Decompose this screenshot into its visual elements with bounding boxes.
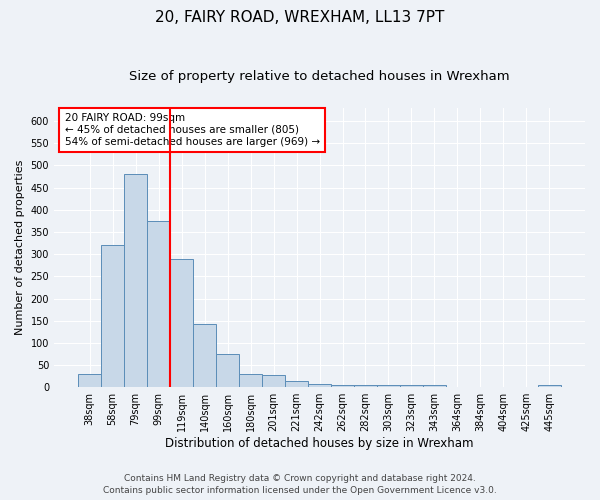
Y-axis label: Number of detached properties: Number of detached properties — [15, 160, 25, 335]
Bar — [124, 174, 147, 387]
Text: 20 FAIRY ROAD: 99sqm
← 45% of detached houses are smaller (805)
54% of semi-deta: 20 FAIRY ROAD: 99sqm ← 45% of detached h… — [65, 114, 320, 146]
Bar — [101, 246, 124, 387]
Bar — [377, 385, 400, 387]
Text: 20, FAIRY ROAD, WREXHAM, LL13 7PT: 20, FAIRY ROAD, WREXHAM, LL13 7PT — [155, 10, 445, 25]
Bar — [78, 374, 101, 387]
Bar — [354, 385, 377, 387]
X-axis label: Distribution of detached houses by size in Wrexham: Distribution of detached houses by size … — [165, 437, 474, 450]
Bar — [147, 221, 170, 387]
Bar — [423, 385, 446, 387]
Bar — [239, 374, 262, 387]
Bar — [216, 354, 239, 387]
Bar — [331, 385, 354, 387]
Bar — [400, 385, 423, 387]
Bar — [193, 324, 216, 387]
Bar — [170, 260, 193, 387]
Bar — [262, 375, 285, 387]
Bar — [538, 385, 561, 387]
Text: Contains HM Land Registry data © Crown copyright and database right 2024.
Contai: Contains HM Land Registry data © Crown c… — [103, 474, 497, 495]
Title: Size of property relative to detached houses in Wrexham: Size of property relative to detached ho… — [129, 70, 510, 83]
Bar — [285, 380, 308, 387]
Bar — [308, 384, 331, 387]
